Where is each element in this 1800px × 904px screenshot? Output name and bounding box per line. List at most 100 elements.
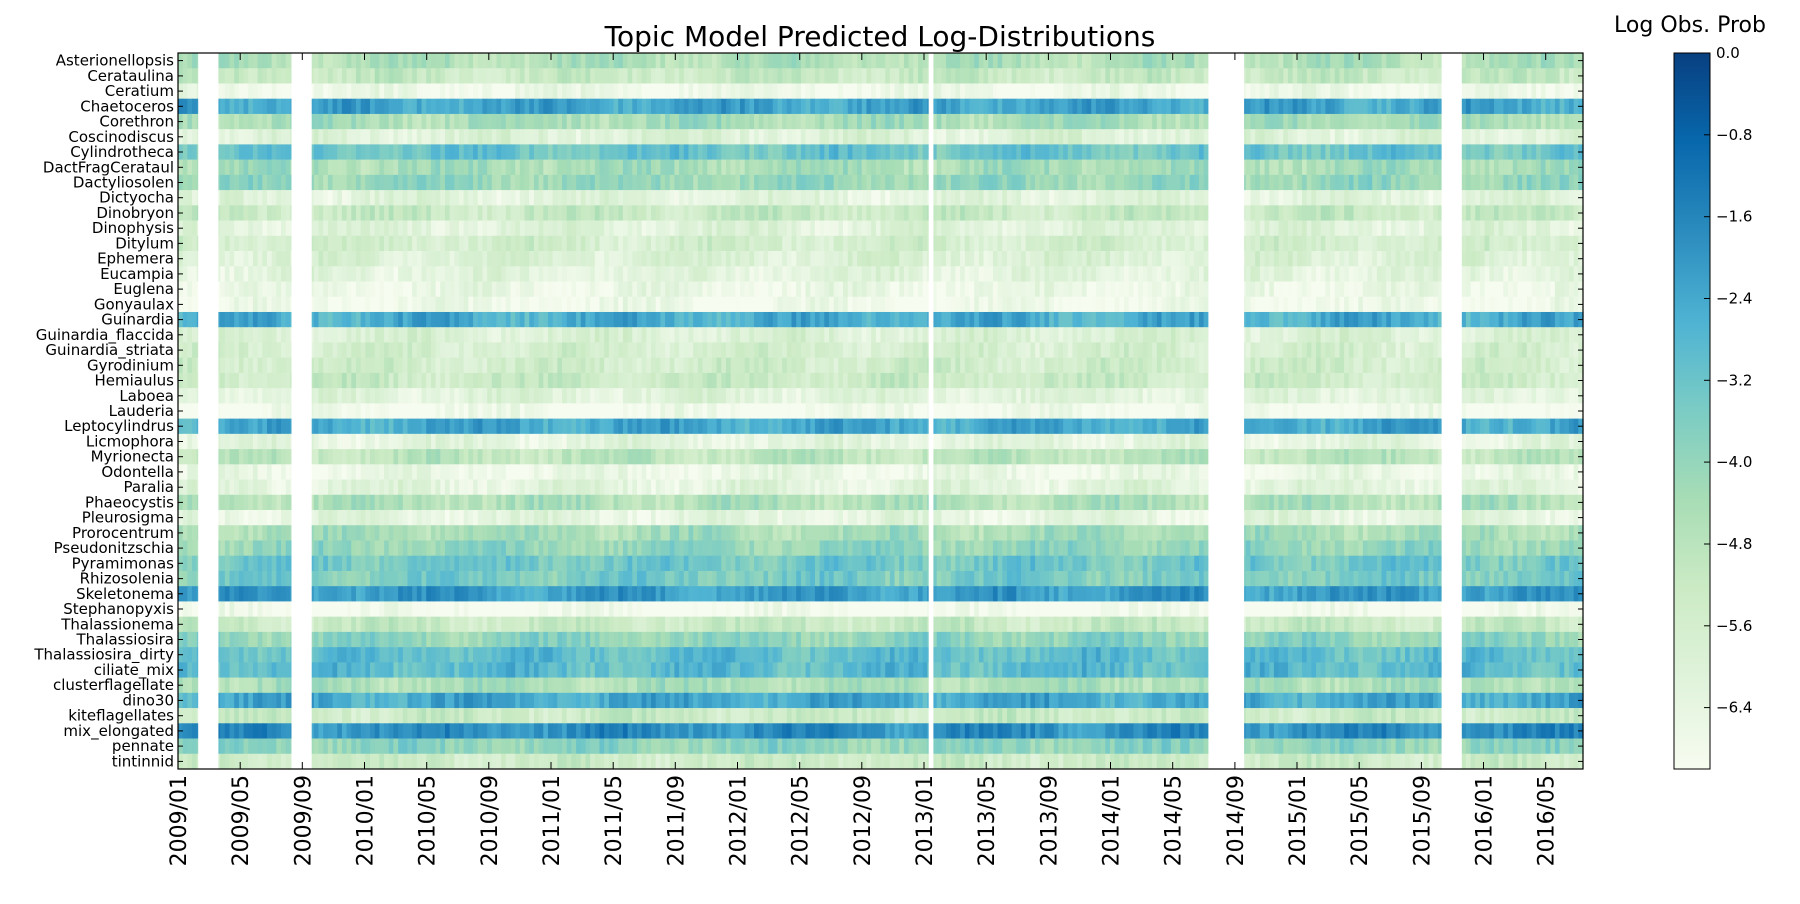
heatmap-cell [730,129,736,145]
heatmap-cell [665,113,671,130]
heatmap-cell [969,98,975,115]
heatmap-cell [351,296,357,313]
heatmap-cell [1334,190,1341,206]
heatmap-cell [1049,190,1055,206]
heatmap-cell [838,235,844,252]
heatmap-cell [805,235,811,252]
heatmap-cell [1025,113,1031,130]
heatmap-cell [1025,174,1031,191]
heatmap-cell [1025,53,1031,69]
heatmap-cell [562,83,568,99]
heatmap-cell [1568,235,1575,252]
heatmap-cell [1348,220,1355,237]
heatmap-cell [487,83,493,99]
heatmap-cell [379,98,385,115]
heatmap-cell [1489,129,1495,145]
heatmap-cell [1053,220,1060,237]
heatmap-cell [1405,129,1411,145]
heatmap-cell [519,190,526,206]
heatmap-cell [1025,235,1031,252]
heatmap-cell [533,190,540,206]
heatmap-cell [388,220,395,237]
heatmap-cell [997,251,1003,267]
heatmap-cell [735,53,741,69]
heatmap-cell [346,296,352,313]
heatmap-cell [407,83,413,99]
heatmap-cell [1189,281,1195,298]
heatmap-cell [1049,113,1055,130]
heatmap-cell [992,235,999,252]
heatmap-cell [1316,251,1322,267]
heatmap-cell [262,113,268,130]
heatmap-cell [946,159,952,176]
heatmap-cell [702,83,708,99]
heatmap-cell [955,53,961,69]
heatmap-cell [838,251,844,267]
heatmap-cell [655,235,661,252]
heatmap-cell [1395,144,1401,160]
heatmap-cell [599,83,605,99]
heatmap-cell [838,68,844,84]
heatmap-cell [880,281,886,298]
heatmap-cell [505,205,512,221]
heatmap-cell [1030,83,1036,99]
heatmap-cell [1498,68,1504,84]
heatmap-cell [688,251,694,267]
heatmap-cell [955,129,961,145]
heatmap-cell [1072,205,1078,221]
heatmap-cell [833,174,839,191]
heatmap-cell [716,159,722,176]
heatmap-cell [622,296,629,313]
heatmap-cell [632,281,638,298]
heatmap-cell [238,83,245,99]
heatmap-cell [1016,113,1022,130]
heatmap-cell [1189,159,1195,176]
heatmap-cell [702,144,708,160]
heatmap-cell [360,281,366,298]
heatmap-cell [1531,220,1537,237]
heatmap-cell [1142,251,1149,267]
heatmap-cell [313,281,320,298]
heatmap-cell [1030,281,1036,298]
heatmap-cell [1503,251,1509,267]
heatmap-cell [1311,281,1317,298]
heatmap-cell [932,281,938,298]
heatmap-cell [707,281,713,298]
heatmap-cell [552,251,558,267]
heatmap-cell [1189,113,1195,130]
heatmap-cell [1358,235,1364,252]
heatmap-cell [1180,98,1186,115]
heatmap-cell [1512,159,1519,176]
heatmap-cell [608,190,615,206]
heatmap-cell [1573,68,1579,84]
heatmap-cell [1362,98,1369,115]
heatmap-cell [1512,281,1519,298]
heatmap-cell [449,129,455,145]
heatmap-cell [1423,159,1430,176]
heatmap-cell [1175,174,1181,191]
heatmap-cell [1278,266,1284,282]
heatmap-cell [1325,159,1331,176]
heatmap-cell [243,113,249,130]
heatmap-cell [1049,144,1055,160]
heatmap-cell [1573,113,1579,130]
heatmap-cell [468,266,474,282]
heatmap-cell [1344,83,1350,99]
heatmap-cell [800,98,807,115]
heatmap-cell [1180,174,1186,191]
heatmap-cell [786,83,793,99]
heatmap-cell [1086,281,1092,298]
heatmap-cell [646,159,652,176]
heatmap-cell [562,53,568,69]
heatmap-cell [337,159,343,176]
heatmap-cell [1086,53,1092,69]
heatmap-cell [1381,144,1387,160]
heatmap-cell [519,220,526,237]
heatmap-cell [735,266,741,282]
heatmap-cell [768,129,774,145]
heatmap-cell [936,53,942,69]
heatmap-cell [646,190,652,206]
heatmap-cell [1198,113,1205,130]
heatmap-cell [1039,220,1046,237]
heatmap-cell [1109,205,1116,221]
